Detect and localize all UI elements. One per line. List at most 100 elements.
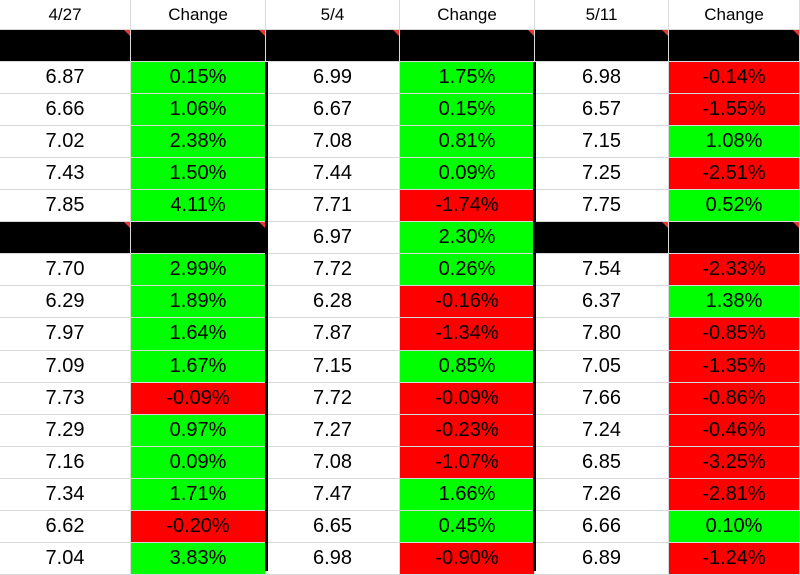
change-cell[interactable]: 0.26%: [400, 254, 535, 287]
value-cell[interactable]: 6.98: [535, 62, 669, 95]
change-cell[interactable]: 0.09%: [131, 446, 266, 479]
change-cell[interactable]: 0.97%: [131, 414, 266, 447]
value-cell[interactable]: 7.16: [0, 446, 131, 479]
value-cell[interactable]: 6.66: [535, 510, 669, 543]
change-cell[interactable]: -1.74%: [400, 190, 535, 223]
change-cell[interactable]: -3.25%: [669, 446, 800, 479]
change-cell[interactable]: 1.71%: [131, 478, 266, 511]
change-cell[interactable]: 0.52%: [669, 190, 800, 223]
header-change-2[interactable]: Change: [400, 0, 535, 30]
change-cell[interactable]: -1.34%: [400, 318, 535, 351]
value-cell[interactable]: 7.47: [266, 478, 400, 511]
change-cell[interactable]: 0.45%: [400, 510, 535, 543]
black-cell[interactable]: [266, 30, 400, 62]
value-cell[interactable]: 7.34: [0, 478, 131, 511]
value-cell[interactable]: 7.54: [535, 254, 669, 287]
change-cell[interactable]: 1.66%: [400, 478, 535, 511]
change-cell[interactable]: 1.75%: [400, 62, 535, 95]
black-cell[interactable]: [535, 30, 669, 62]
change-cell[interactable]: 0.15%: [131, 62, 266, 95]
value-cell[interactable]: 6.67: [266, 94, 400, 127]
value-cell[interactable]: 6.97: [266, 222, 400, 255]
black-cell[interactable]: [131, 30, 266, 62]
value-cell[interactable]: 6.28: [266, 286, 400, 319]
value-cell[interactable]: 7.15: [535, 126, 669, 159]
value-cell[interactable]: 7.05: [535, 350, 669, 383]
change-cell[interactable]: -1.55%: [669, 94, 800, 127]
value-cell[interactable]: 7.87: [266, 318, 400, 351]
change-cell[interactable]: 4.11%: [131, 190, 266, 223]
value-cell[interactable]: 7.15: [266, 350, 400, 383]
value-cell[interactable]: 7.71: [266, 190, 400, 223]
black-cell[interactable]: [400, 30, 535, 62]
value-cell[interactable]: 7.72: [266, 254, 400, 287]
change-cell[interactable]: 1.67%: [131, 350, 266, 383]
value-cell[interactable]: 7.66: [535, 382, 669, 415]
value-cell[interactable]: 7.97: [0, 318, 131, 351]
value-cell[interactable]: 7.27: [266, 414, 400, 447]
value-cell[interactable]: 7.25: [535, 158, 669, 191]
change-cell[interactable]: -0.14%: [669, 62, 800, 95]
value-cell[interactable]: 7.26: [535, 478, 669, 511]
change-cell[interactable]: -1.35%: [669, 350, 800, 383]
change-cell[interactable]: 2.99%: [131, 254, 266, 287]
value-cell[interactable]: 6.89: [535, 542, 669, 575]
change-cell[interactable]: -2.81%: [669, 478, 800, 511]
change-cell[interactable]: -2.51%: [669, 158, 800, 191]
change-cell[interactable]: 0.81%: [400, 126, 535, 159]
value-cell[interactable]: 6.57: [535, 94, 669, 127]
black-cell[interactable]: [0, 222, 131, 255]
change-cell[interactable]: -1.24%: [669, 542, 800, 575]
header-date-4-27[interactable]: 4/27: [0, 0, 131, 30]
value-cell[interactable]: 7.43: [0, 158, 131, 191]
value-cell[interactable]: 7.09: [0, 350, 131, 383]
change-cell[interactable]: -0.23%: [400, 414, 535, 447]
value-cell[interactable]: 6.65: [266, 510, 400, 543]
black-cell[interactable]: [535, 222, 669, 255]
value-cell[interactable]: 6.66: [0, 94, 131, 127]
black-cell[interactable]: [669, 30, 800, 62]
change-cell[interactable]: 0.15%: [400, 94, 535, 127]
change-cell[interactable]: 1.50%: [131, 158, 266, 191]
change-cell[interactable]: 3.83%: [131, 542, 266, 575]
change-cell[interactable]: 1.89%: [131, 286, 266, 319]
value-cell[interactable]: 7.80: [535, 318, 669, 351]
change-cell[interactable]: -1.07%: [400, 446, 535, 479]
change-cell[interactable]: 0.10%: [669, 510, 800, 543]
value-cell[interactable]: 6.62: [0, 510, 131, 543]
change-cell[interactable]: -0.90%: [400, 542, 535, 575]
value-cell[interactable]: 7.73: [0, 382, 131, 415]
black-cell[interactable]: [131, 222, 266, 255]
change-cell[interactable]: -0.09%: [400, 382, 535, 415]
change-cell[interactable]: 2.38%: [131, 126, 266, 159]
value-cell[interactable]: 7.29: [0, 414, 131, 447]
header-date-5-4[interactable]: 5/4: [266, 0, 400, 30]
change-cell[interactable]: 1.64%: [131, 318, 266, 351]
header-change-3[interactable]: Change: [669, 0, 800, 30]
change-cell[interactable]: -0.09%: [131, 382, 266, 415]
change-cell[interactable]: 1.06%: [131, 94, 266, 127]
black-cell[interactable]: [669, 222, 800, 255]
value-cell[interactable]: 7.08: [266, 126, 400, 159]
value-cell[interactable]: 6.87: [0, 62, 131, 95]
value-cell[interactable]: 6.29: [0, 286, 131, 319]
change-cell[interactable]: -2.33%: [669, 254, 800, 287]
value-cell[interactable]: 7.75: [535, 190, 669, 223]
value-cell[interactable]: 7.85: [0, 190, 131, 223]
black-cell[interactable]: [0, 30, 131, 62]
value-cell[interactable]: 7.04: [0, 542, 131, 575]
value-cell[interactable]: 7.70: [0, 254, 131, 287]
change-cell[interactable]: 0.09%: [400, 158, 535, 191]
value-cell[interactable]: 7.72: [266, 382, 400, 415]
change-cell[interactable]: -0.86%: [669, 382, 800, 415]
change-cell[interactable]: 1.08%: [669, 126, 800, 159]
change-cell[interactable]: -0.46%: [669, 414, 800, 447]
value-cell[interactable]: 6.85: [535, 446, 669, 479]
value-cell[interactable]: 6.99: [266, 62, 400, 95]
value-cell[interactable]: 6.98: [266, 542, 400, 575]
change-cell[interactable]: -0.85%: [669, 318, 800, 351]
header-date-5-11[interactable]: 5/11: [535, 0, 669, 30]
change-cell[interactable]: -0.20%: [131, 510, 266, 543]
change-cell[interactable]: -0.16%: [400, 286, 535, 319]
change-cell[interactable]: 0.85%: [400, 350, 535, 383]
